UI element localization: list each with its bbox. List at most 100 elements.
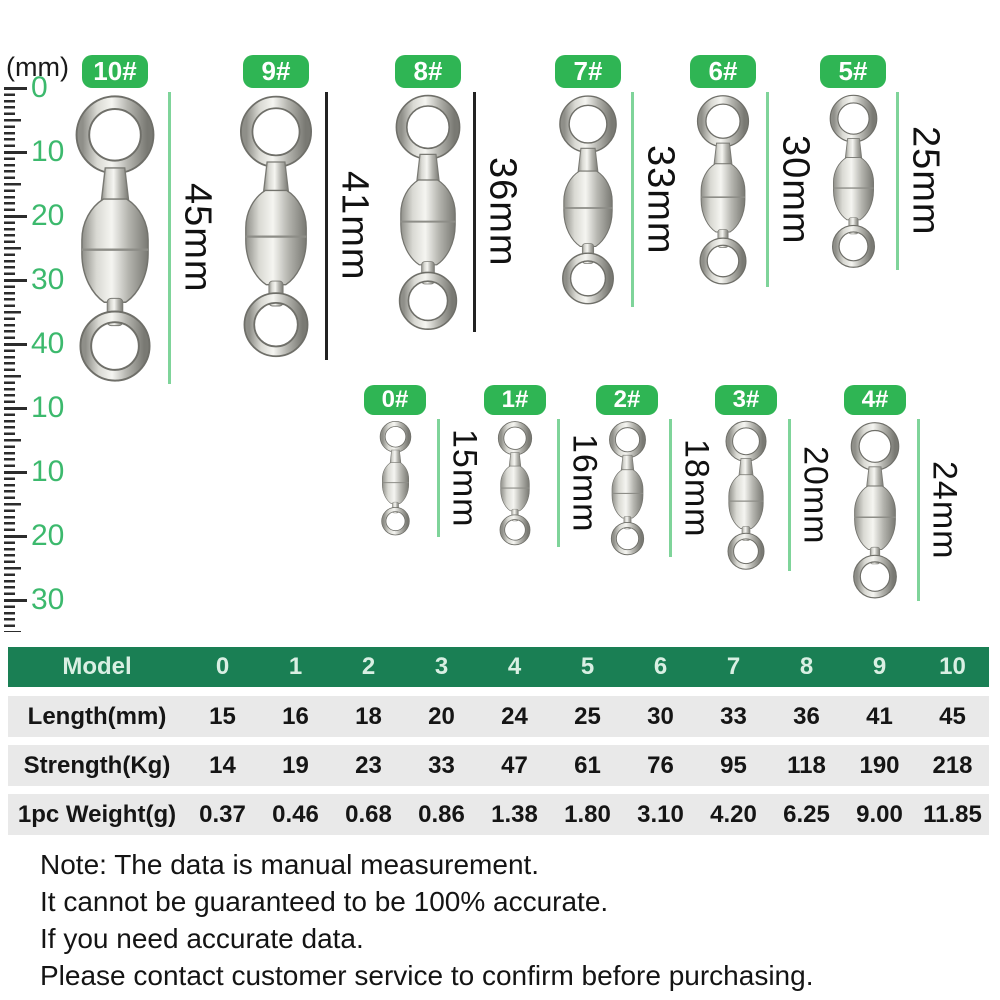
size-badge: 4# bbox=[844, 385, 906, 415]
table-header-col: 6 bbox=[653, 653, 668, 680]
swivel-unit-7: 7# 33mm bbox=[554, 55, 682, 307]
table-cell: 190 bbox=[859, 751, 900, 779]
table-cell: 19 bbox=[282, 751, 309, 779]
size-badge: 7# bbox=[555, 55, 621, 88]
ruler-label: 10 bbox=[31, 135, 65, 168]
table-header-col: 2 bbox=[361, 653, 376, 680]
length-label: 16mm bbox=[565, 433, 604, 533]
swivel-unit-10: 10# 45mm bbox=[71, 55, 219, 384]
measure-line bbox=[669, 419, 672, 557]
table-cell: 6.25 bbox=[783, 800, 830, 828]
size-badge: 1# bbox=[484, 385, 546, 415]
swivel-unit-4: 4# 24mm bbox=[842, 385, 964, 601]
length-label: 33mm bbox=[639, 144, 682, 255]
swivel-image bbox=[556, 92, 620, 307]
ruler-label: 40 bbox=[31, 327, 65, 360]
table-cell: 3.10 bbox=[637, 800, 684, 828]
length-label: 20mm bbox=[796, 445, 835, 545]
table-cell: 30 bbox=[647, 702, 674, 730]
swivel-unit-8: 8# 36mm bbox=[392, 55, 524, 332]
swivel-image bbox=[378, 419, 413, 537]
table-cell: 11.85 bbox=[923, 800, 982, 828]
swivel-unit-3: 3# 20mm bbox=[713, 385, 835, 571]
note-block: Note: The data is manual measurement. It… bbox=[40, 846, 813, 994]
table-header-col: 1 bbox=[288, 653, 303, 680]
length-label: 45mm bbox=[176, 183, 219, 293]
table-cell: 76 bbox=[647, 751, 674, 779]
measure-line bbox=[168, 92, 171, 384]
size-badge: 6# bbox=[690, 55, 756, 88]
row-label: Strength(Kg) bbox=[23, 751, 171, 779]
table-header-col: 8 bbox=[799, 653, 814, 680]
table-cell: 33 bbox=[428, 751, 455, 779]
table-header-col: 3 bbox=[434, 653, 449, 680]
table-cell: 41 bbox=[866, 702, 893, 730]
table-row-weight: 1pc Weight(g) 0.37 0.46 0.68 0.86 1.38 1… bbox=[8, 794, 989, 835]
table-cell: 0.37 bbox=[199, 800, 246, 828]
size-badge: 10# bbox=[82, 55, 148, 88]
measure-line bbox=[766, 92, 769, 287]
size-badge: 9# bbox=[243, 55, 309, 88]
table-cell: 45 bbox=[939, 702, 966, 730]
table-cell: 14 bbox=[209, 751, 236, 779]
table-header-col: 7 bbox=[726, 653, 741, 680]
swivel-image bbox=[723, 419, 769, 571]
measure-line bbox=[437, 419, 440, 537]
measure-line bbox=[473, 92, 476, 332]
table-cell: 1.80 bbox=[564, 800, 611, 828]
swivel-unit-6: 6# 30mm bbox=[689, 55, 817, 287]
swivel-image bbox=[392, 92, 464, 332]
table-cell: 218 bbox=[932, 751, 973, 779]
ruler-label: 20 bbox=[31, 519, 65, 552]
ruler: 0 10 20 30 40 10 10 20 30 bbox=[4, 71, 74, 632]
table-cell: 20 bbox=[428, 702, 455, 730]
length-label: 24mm bbox=[925, 460, 964, 560]
measure-line bbox=[557, 419, 560, 547]
ruler-label: 10 bbox=[31, 391, 65, 424]
swivel-image bbox=[236, 92, 316, 360]
length-label: 25mm bbox=[904, 126, 947, 236]
length-label: 18mm bbox=[677, 438, 716, 538]
length-label: 30mm bbox=[774, 134, 817, 245]
table-cell: 24 bbox=[501, 702, 528, 730]
measure-line bbox=[917, 419, 920, 601]
measure-line bbox=[788, 419, 791, 571]
swivel-image bbox=[694, 92, 752, 287]
table-row-strength: Strength(Kg) 14 19 23 33 47 61 76 95 118… bbox=[8, 745, 989, 786]
table-cell: 4.20 bbox=[710, 800, 757, 828]
measure-line bbox=[896, 92, 899, 270]
table-row-length: Length(mm) 15 16 18 20 24 25 30 33 36 41… bbox=[8, 696, 989, 737]
table-header-col: 5 bbox=[580, 653, 595, 680]
table-cell: 16 bbox=[282, 702, 309, 730]
table-cell: 15 bbox=[209, 702, 236, 730]
swivel-image bbox=[496, 419, 534, 547]
measure-line bbox=[631, 92, 634, 307]
swivel-unit-9: 9# 41mm bbox=[236, 55, 376, 360]
ruler-major-ticks bbox=[4, 87, 27, 632]
table-header-col: 10 bbox=[939, 653, 966, 680]
swivel-image bbox=[607, 419, 648, 557]
table-cell: 1.38 bbox=[491, 800, 538, 828]
ruler-unit-label: (mm) bbox=[6, 52, 69, 82]
swivel-image bbox=[827, 92, 880, 270]
size-badge: 2# bbox=[596, 385, 658, 415]
table-cell: 0.46 bbox=[272, 800, 319, 828]
table-cell: 23 bbox=[355, 751, 382, 779]
table-cell: 25 bbox=[574, 702, 601, 730]
table-cell: 61 bbox=[574, 751, 601, 779]
measure-line bbox=[325, 92, 328, 360]
table-cell: 118 bbox=[787, 751, 826, 779]
swivel-unit-5: 5# 25mm bbox=[819, 55, 947, 270]
table-header-col: 4 bbox=[507, 653, 522, 680]
size-badge: 8# bbox=[395, 55, 461, 88]
swivel-unit-2: 2# 18mm bbox=[594, 385, 716, 557]
table-cell: 9.00 bbox=[856, 800, 903, 828]
length-label: 41mm bbox=[333, 171, 376, 281]
table-cell: 47 bbox=[501, 751, 528, 779]
ruler-label: 0 bbox=[31, 71, 48, 104]
swivel-image bbox=[71, 92, 159, 384]
table-header-row: Model 0 1 2 3 4 5 6 7 8 9 10 bbox=[8, 647, 989, 687]
ruler-label: 10 bbox=[31, 455, 65, 488]
note-line: Please contact customer service to confi… bbox=[40, 960, 814, 991]
swivel-image bbox=[848, 419, 902, 601]
